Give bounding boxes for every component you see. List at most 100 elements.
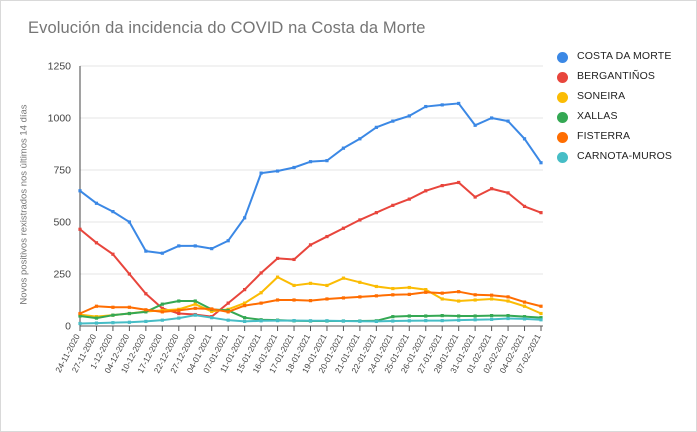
- series-point: [177, 308, 181, 312]
- series-point: [111, 252, 115, 256]
- series-point: [144, 319, 148, 324]
- series-point: [78, 314, 82, 318]
- series-point: [292, 165, 296, 170]
- y-axis-tick-label: 1250: [48, 61, 72, 73]
- series-point: [506, 314, 510, 318]
- legend-item-0[interactable]: COSTA DA MORTE: [557, 50, 695, 63]
- series-point: [144, 310, 148, 314]
- series-point: [490, 293, 494, 297]
- series-point: [539, 318, 543, 322]
- series-point: [407, 285, 411, 290]
- series-point: [210, 309, 214, 314]
- series-point: [391, 203, 395, 207]
- legend-color-swatch-icon: [557, 52, 568, 63]
- series-point: [111, 313, 115, 317]
- series-point: [539, 161, 543, 165]
- series-point: [94, 304, 99, 308]
- series-point: [424, 104, 428, 109]
- series-point: [506, 299, 510, 303]
- series-point: [111, 305, 115, 309]
- legend-color-swatch-icon: [557, 112, 568, 123]
- y-axis-tick-label: 250: [53, 269, 71, 281]
- chart-legend: COSTA DA MORTE BERGANTIÑOS SONEIRA XALLAS FI…: [557, 50, 695, 171]
- series-point: [391, 293, 395, 297]
- series-point: [358, 295, 362, 299]
- series-point: [506, 119, 510, 123]
- series-point: [177, 244, 181, 248]
- series-point: [325, 297, 329, 301]
- series-line-4: [79, 290, 542, 315]
- series-point: [78, 321, 82, 326]
- series-point: [358, 319, 362, 323]
- series-point: [325, 283, 329, 288]
- legend-item-5[interactable]: CARNOTA-MUROS: [557, 150, 695, 163]
- series-point: [292, 257, 296, 262]
- series-point: [160, 302, 164, 306]
- series-point: [407, 292, 411, 296]
- series-point: [473, 314, 477, 318]
- series-point: [325, 159, 329, 163]
- series-point: [391, 319, 395, 323]
- series-point: [440, 314, 444, 318]
- legend-item-2[interactable]: SONEIRA: [557, 90, 695, 103]
- series-point: [341, 296, 346, 300]
- series-point: [243, 216, 247, 220]
- series-point: [78, 189, 82, 193]
- series-point: [127, 320, 131, 324]
- series-point: [243, 304, 247, 308]
- series-line-1: [79, 181, 542, 318]
- legend-color-swatch-icon: [557, 152, 568, 163]
- series-point: [358, 280, 362, 284]
- series-point: [506, 295, 510, 299]
- series-point: [424, 318, 428, 323]
- series-point: [341, 319, 346, 323]
- legend-item-3[interactable]: XALLAS: [557, 110, 695, 123]
- series-point: [226, 318, 230, 322]
- series-point: [522, 300, 527, 304]
- series-point: [440, 297, 444, 301]
- series-point: [391, 315, 395, 319]
- series-point: [374, 211, 378, 215]
- series-point: [144, 249, 148, 253]
- y-axis-tick-label: 1000: [48, 113, 72, 125]
- series-point: [407, 319, 411, 323]
- y-axis-tick-label: 500: [53, 217, 71, 229]
- series-point: [506, 316, 510, 321]
- y-axis-tick-label: 750: [53, 165, 71, 177]
- series-point: [308, 160, 313, 164]
- legend-item-label: FISTERRA: [577, 130, 631, 142]
- series-point: [275, 275, 280, 279]
- legend-item-label: BERGANTIÑOS: [577, 70, 656, 82]
- series-point: [424, 189, 428, 193]
- series-point: [522, 315, 527, 319]
- series-point: [259, 271, 263, 275]
- legend-item-label: SONEIRA: [577, 90, 626, 102]
- series-point: [243, 319, 247, 324]
- series-point: [292, 318, 296, 323]
- series-point: [473, 318, 477, 322]
- series-point: [226, 239, 230, 243]
- series-point: [522, 204, 527, 208]
- series-point: [490, 297, 494, 301]
- legend-color-swatch-icon: [557, 132, 568, 143]
- legend-color-swatch-icon: [557, 92, 568, 103]
- series-point: [210, 307, 214, 311]
- series-point: [374, 125, 378, 129]
- series-point: [94, 321, 99, 325]
- series-point: [275, 256, 280, 260]
- series-point: [424, 288, 428, 292]
- series-point: [440, 184, 444, 188]
- legend-item-label: COSTA DA MORTE: [577, 50, 672, 62]
- series-point: [374, 319, 378, 324]
- series-point: [193, 313, 197, 317]
- series-point: [160, 251, 164, 255]
- series-point: [457, 101, 461, 106]
- series-point: [111, 210, 115, 214]
- legend-item-4[interactable]: FISTERRA: [557, 130, 695, 143]
- legend-item-1[interactable]: BERGANTIÑOS: [557, 70, 695, 83]
- series-point: [308, 243, 313, 247]
- series-point: [539, 211, 543, 215]
- series-point: [275, 169, 280, 173]
